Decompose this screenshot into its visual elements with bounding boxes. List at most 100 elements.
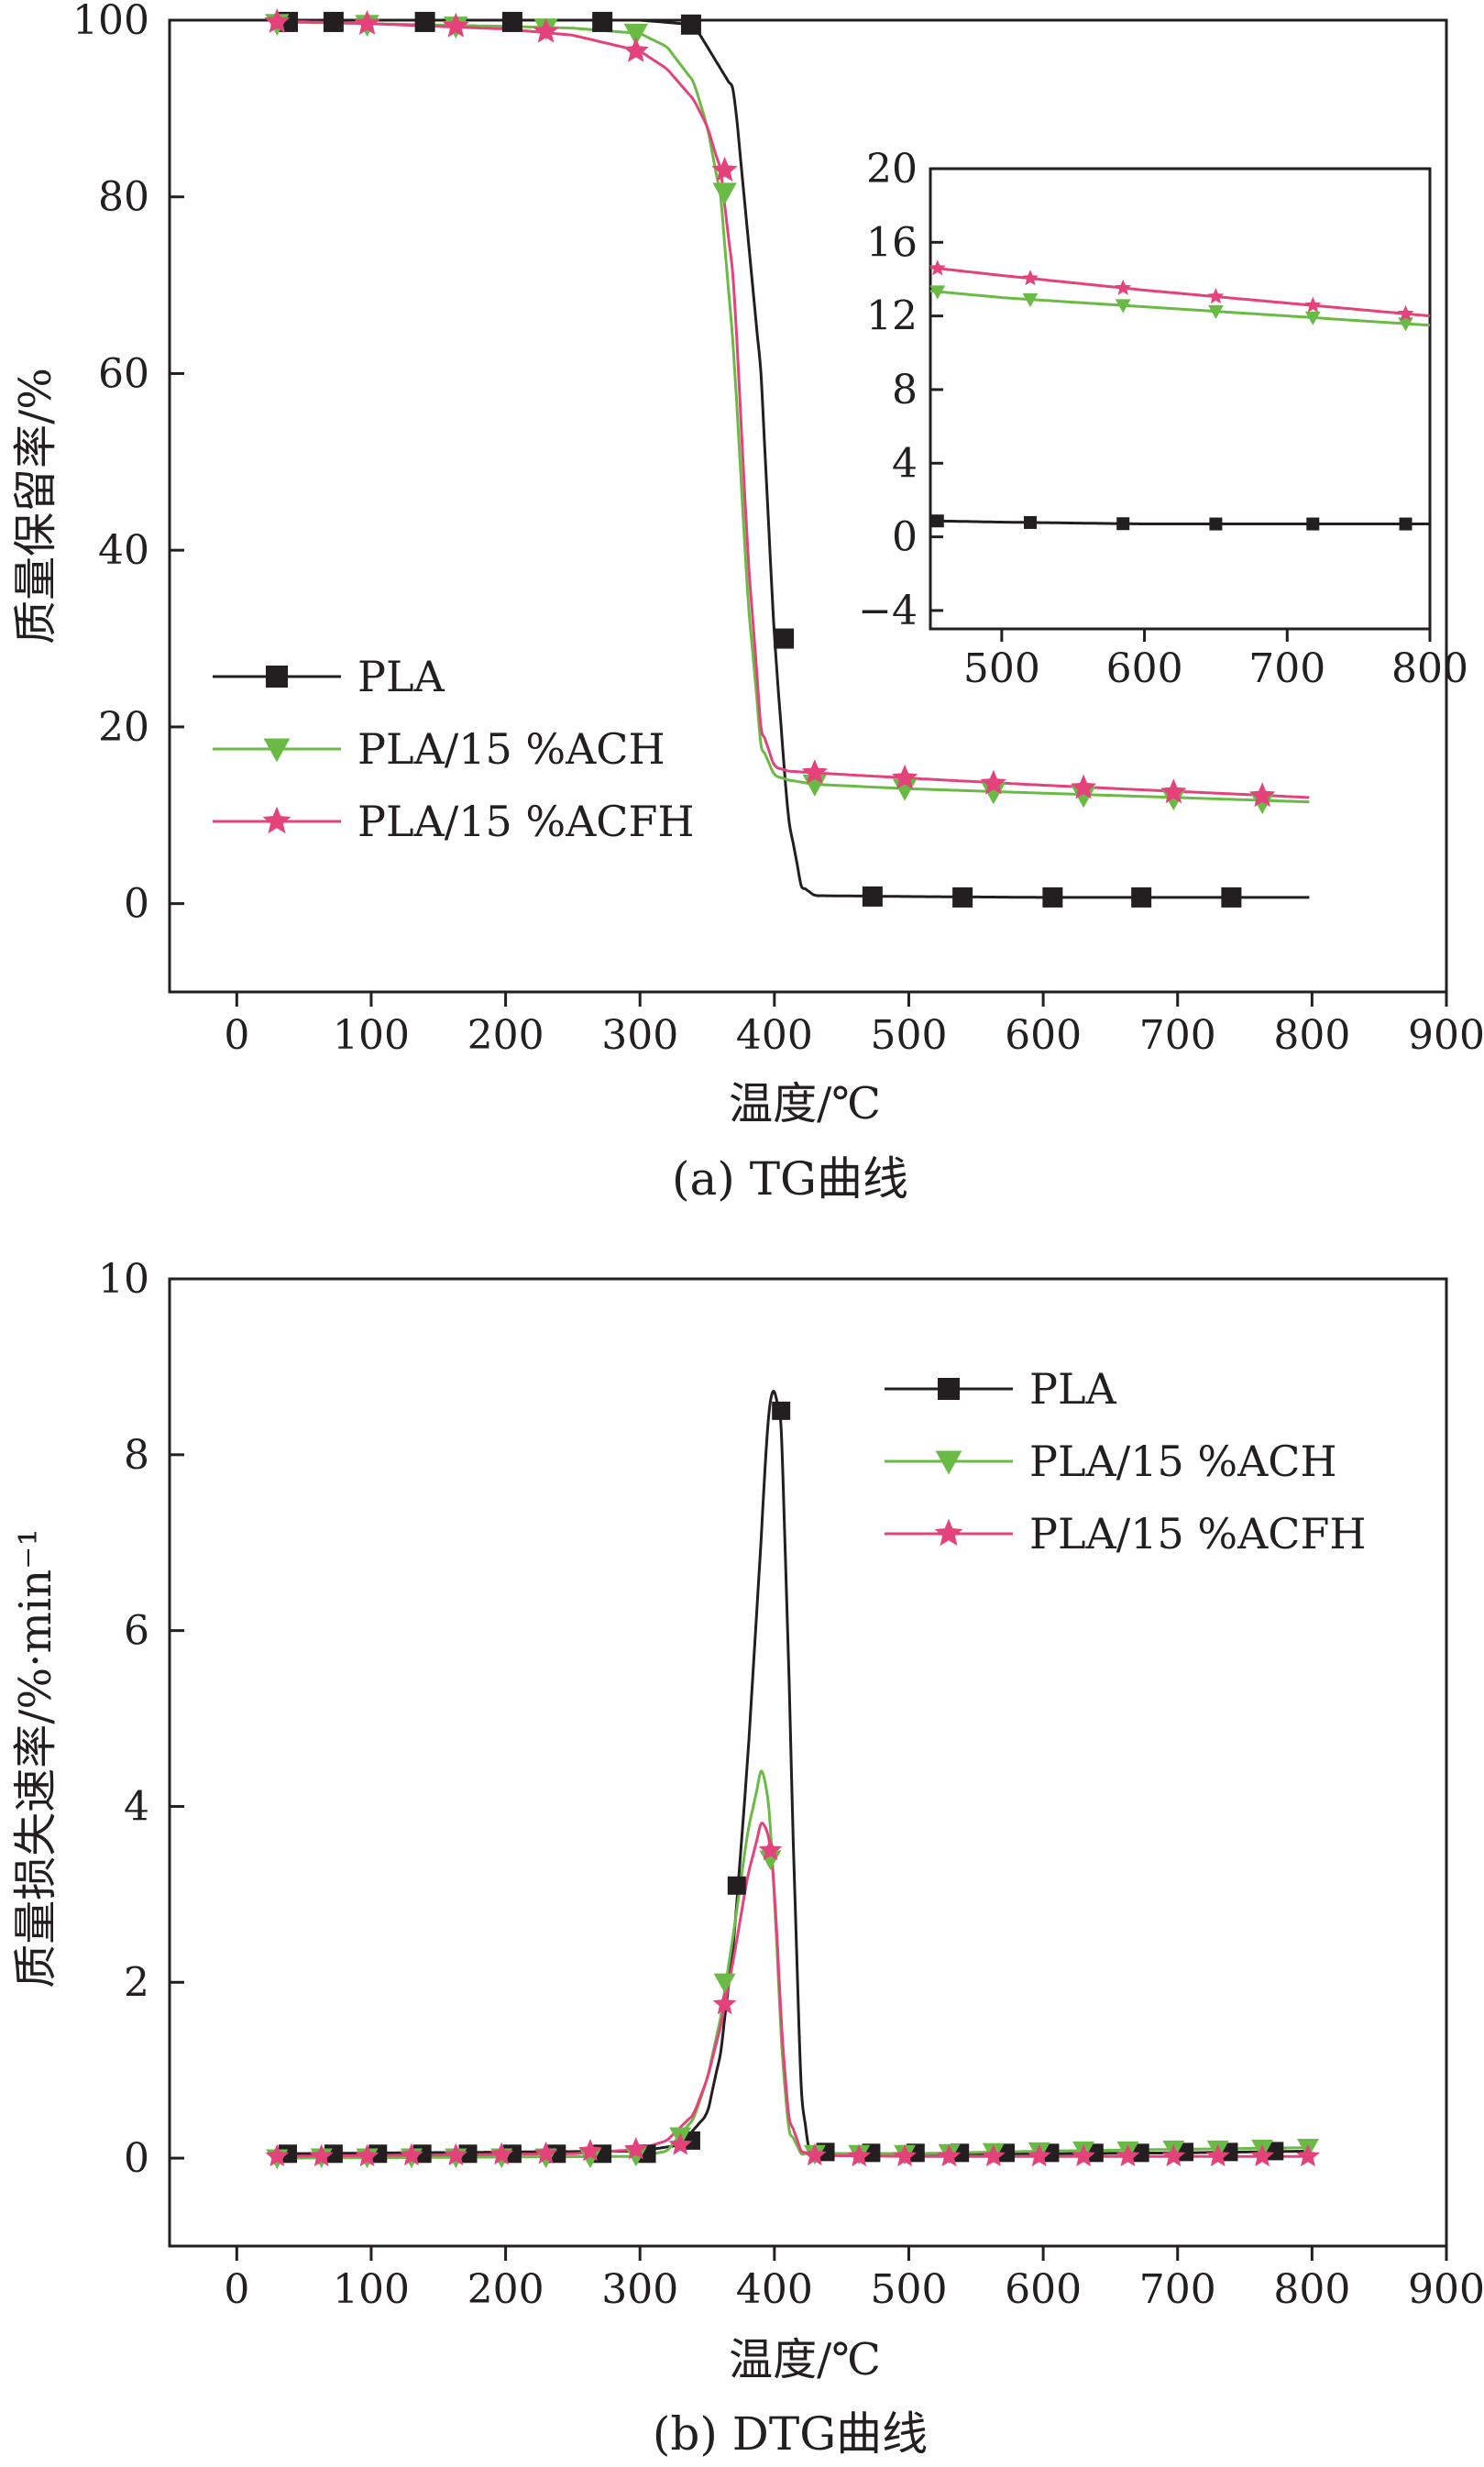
inset-marker bbox=[1304, 311, 1321, 325]
dtg-marker bbox=[727, 1876, 746, 1895]
dtg-xtick-label: 400 bbox=[736, 2266, 813, 2313]
inset-ytick-label: 8 bbox=[892, 367, 918, 413]
tg-ytick-label: 0 bbox=[124, 881, 149, 928]
dtg-marker bbox=[893, 2143, 917, 2167]
inset-line-1 bbox=[929, 289, 1431, 327]
tg-marker bbox=[592, 11, 613, 32]
tg-legend-marker bbox=[263, 738, 291, 763]
dtg-marker bbox=[279, 2144, 298, 2164]
tg-marker bbox=[680, 14, 701, 35]
dtg-legend-marker bbox=[934, 1518, 963, 1547]
dtg-marker bbox=[982, 2143, 1006, 2167]
tg-ytick-label: 80 bbox=[98, 174, 149, 221]
dtg-plot-frame bbox=[168, 1277, 1448, 2248]
tg-xtick-label: 900 bbox=[1408, 1012, 1484, 1059]
dtg-caption: (b) DTG曲线 bbox=[653, 2407, 928, 2461]
tg-legend-label: PLA/15 %ACFH bbox=[357, 797, 695, 846]
dtg-legend-marker bbox=[938, 1378, 960, 1400]
tg-marker bbox=[774, 628, 795, 649]
tg-marker bbox=[323, 11, 344, 32]
tg-marker bbox=[264, 8, 291, 33]
tg-plot-frame bbox=[168, 18, 1448, 994]
dtg-marker bbox=[400, 2142, 423, 2166]
inset-marker bbox=[1024, 515, 1037, 529]
tg-marker bbox=[1161, 788, 1186, 811]
inset-marker bbox=[1399, 517, 1413, 531]
dtg-ytick-label: 6 bbox=[124, 1608, 149, 1655]
dtg-marker bbox=[1027, 2143, 1051, 2167]
inset-xtick-label: 700 bbox=[1248, 645, 1325, 692]
dtg-marker bbox=[1130, 2143, 1149, 2163]
dtg-ytick-label: 4 bbox=[124, 1783, 149, 1830]
dtg-marker bbox=[772, 1401, 791, 1420]
dtg-series-markers bbox=[265, 1401, 1320, 2170]
tg-ytick-label: 20 bbox=[98, 704, 149, 751]
tg-legend: PLA PLA/15 %ACH PLA/15 %ACFH bbox=[213, 652, 695, 846]
dtg-marker bbox=[489, 2142, 513, 2165]
tg-xtick-label: 300 bbox=[601, 1012, 678, 1059]
dtg-legend-label: PLA bbox=[1029, 1364, 1116, 1414]
dtg-marker bbox=[712, 1991, 737, 2015]
dtg-ytick-label: 8 bbox=[124, 1432, 149, 1479]
dtg-marker bbox=[1296, 2143, 1320, 2167]
dtg-marker bbox=[355, 2143, 379, 2167]
tg-marker bbox=[414, 11, 435, 32]
dtg-marker bbox=[1116, 2143, 1140, 2167]
tg-marker bbox=[980, 769, 1006, 795]
dtg-xtick-label: 500 bbox=[870, 2266, 947, 2313]
dtg-xtick-label: 600 bbox=[1005, 2266, 1082, 2313]
tg-inset-axes: 500 600 700 800 −4 0 4 8 12 16 20 bbox=[858, 146, 1468, 692]
tg-marker bbox=[501, 11, 522, 32]
tg-inset-markers bbox=[929, 259, 1414, 531]
inset-marker bbox=[1022, 270, 1039, 286]
inset-ytick-label: 4 bbox=[892, 440, 918, 487]
dtg-ytick-label: 2 bbox=[124, 1959, 149, 2006]
inset-marker bbox=[1209, 517, 1223, 531]
tg-marker bbox=[1249, 792, 1275, 815]
tg-marker bbox=[952, 887, 973, 908]
inset-marker bbox=[930, 514, 944, 528]
dtg-xtick-label: 700 bbox=[1139, 2266, 1216, 2313]
dtg-xtick-label: 900 bbox=[1408, 2266, 1484, 2313]
tg-marker bbox=[1042, 887, 1063, 908]
dtg-marker bbox=[309, 2143, 334, 2167]
inset-marker bbox=[1208, 304, 1224, 320]
tg-marker bbox=[711, 157, 738, 182]
tg-xtick-label: 100 bbox=[333, 1012, 410, 1059]
tg-marker bbox=[1160, 778, 1187, 804]
tg-marker bbox=[801, 759, 828, 784]
dtg-marker bbox=[1250, 2143, 1274, 2167]
tg-marker bbox=[1249, 782, 1276, 808]
tg-marker bbox=[533, 17, 559, 43]
dtg-marker bbox=[265, 2143, 290, 2167]
inset-marker bbox=[1306, 517, 1320, 531]
tg-legend-label: PLA/15 %ACH bbox=[357, 724, 665, 774]
tg-marker bbox=[1221, 887, 1242, 908]
dtg-ytick-label: 0 bbox=[124, 2135, 149, 2182]
dtg-marker bbox=[578, 2138, 602, 2162]
dtg-marker bbox=[713, 1973, 736, 1994]
inset-marker bbox=[1304, 296, 1322, 313]
tg-legend-marker bbox=[262, 806, 291, 834]
dtg-marker bbox=[758, 1837, 783, 1861]
dtg-legend-label: PLA/15 %ACFH bbox=[1029, 1509, 1367, 1558]
tg-marker bbox=[354, 10, 380, 35]
dtg-line-0 bbox=[277, 1389, 1310, 2155]
dtg-marker bbox=[1205, 2143, 1230, 2167]
inset-ytick-label: 12 bbox=[866, 293, 918, 340]
inset-marker bbox=[1398, 317, 1413, 332]
inset-line-0 bbox=[929, 519, 1430, 526]
dtg-ylabel: 质量损失速率/%·min⁻¹ bbox=[10, 1528, 61, 1988]
dtg-xtick-label: 100 bbox=[333, 2266, 410, 2313]
tg-legend-marker bbox=[266, 666, 288, 688]
tg-inset-lines bbox=[929, 266, 1431, 526]
dtg-marker bbox=[668, 2132, 692, 2155]
tg-ytick-label: 100 bbox=[72, 0, 149, 44]
dtg-marker bbox=[444, 2142, 468, 2166]
inset-xtick-label: 600 bbox=[1106, 645, 1183, 692]
tg-xtick-label: 0 bbox=[224, 1012, 249, 1059]
inset-line-2 bbox=[929, 266, 1431, 318]
